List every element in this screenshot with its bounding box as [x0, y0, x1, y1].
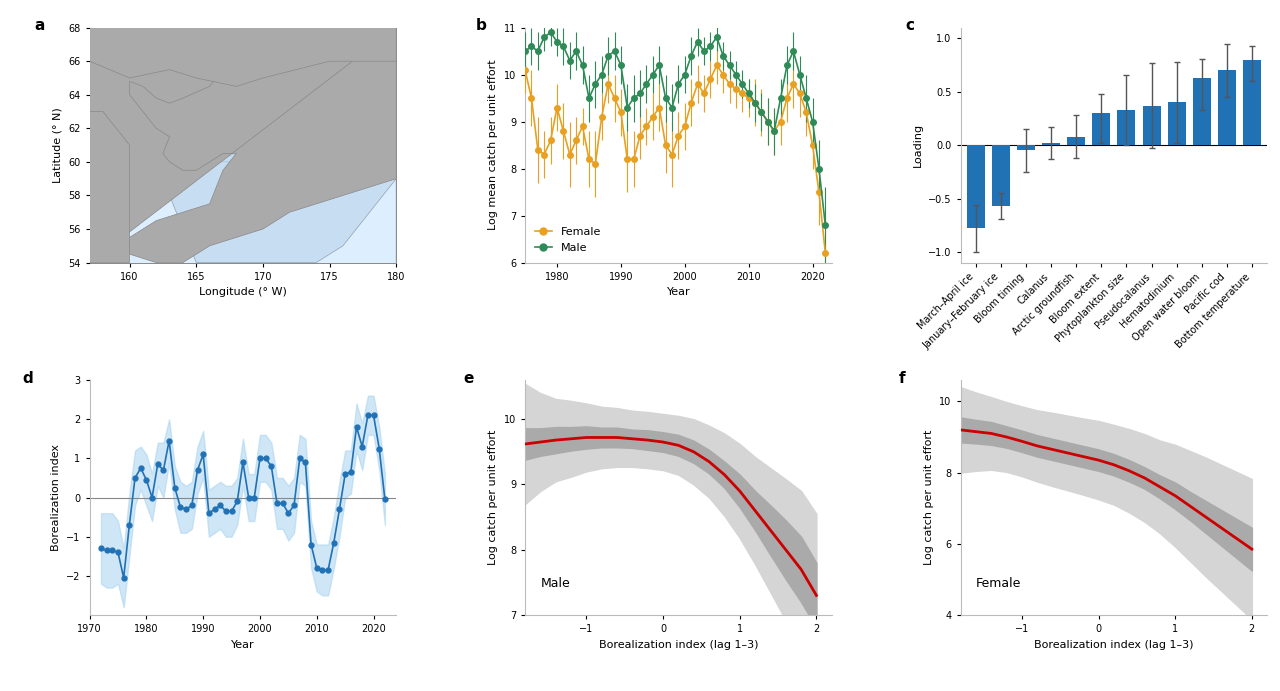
X-axis label: Longitude (° W): Longitude (° W): [198, 287, 287, 297]
Polygon shape: [90, 28, 397, 263]
Bar: [992, 145, 1010, 206]
Y-axis label: Borealization index: Borealization index: [51, 444, 60, 551]
Y-axis label: Log catch per unit effort: Log catch per unit effort: [924, 430, 933, 565]
Bar: [1143, 106, 1161, 145]
X-axis label: Year: Year: [232, 640, 255, 650]
Bar: [1042, 143, 1060, 145]
Bar: [1193, 78, 1211, 145]
X-axis label: Year: Year: [667, 287, 690, 297]
Polygon shape: [210, 129, 329, 162]
Bar: [1092, 113, 1110, 145]
X-axis label: Borealization index (lag 1–3): Borealization index (lag 1–3): [1034, 640, 1194, 650]
Text: f: f: [900, 370, 906, 386]
Text: e: e: [463, 370, 474, 386]
Y-axis label: Latitude (° N): Latitude (° N): [52, 107, 63, 183]
Y-axis label: Log mean catch per unit effort: Log mean catch per unit effort: [488, 60, 498, 230]
Text: a: a: [35, 18, 45, 33]
Y-axis label: Loading: Loading: [913, 123, 923, 167]
Legend: Female, Male: Female, Male: [531, 223, 605, 257]
Text: c: c: [905, 18, 914, 33]
Polygon shape: [156, 129, 397, 263]
Polygon shape: [223, 28, 397, 129]
Bar: [1167, 102, 1185, 145]
Text: Female: Female: [975, 577, 1021, 590]
Y-axis label: Log catch per unit effort: Log catch per unit effort: [488, 430, 498, 565]
Bar: [1068, 137, 1085, 145]
Text: d: d: [22, 370, 33, 386]
Polygon shape: [90, 28, 397, 86]
Bar: [966, 145, 984, 229]
Bar: [1117, 110, 1135, 145]
Bar: [1016, 145, 1036, 151]
Text: b: b: [476, 18, 486, 33]
Polygon shape: [90, 111, 129, 263]
Bar: [1243, 59, 1261, 145]
Bar: [1219, 70, 1236, 145]
Text: Male: Male: [540, 577, 570, 590]
X-axis label: Borealization index (lag 1–3): Borealization index (lag 1–3): [599, 640, 758, 650]
